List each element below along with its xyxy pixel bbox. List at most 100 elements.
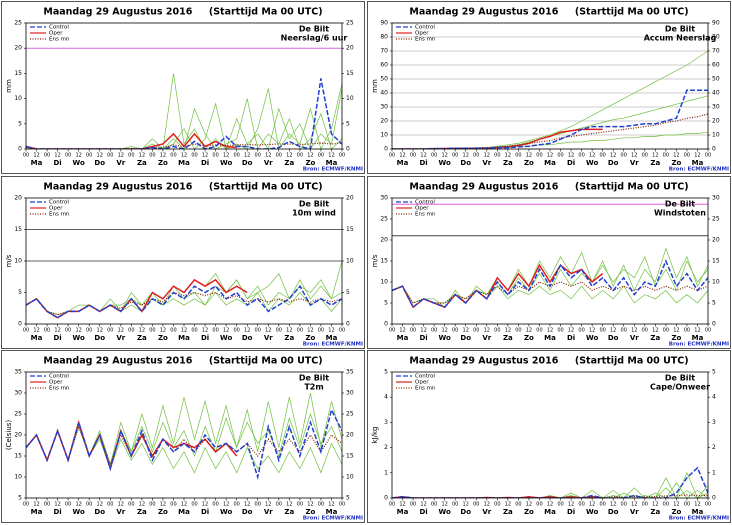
y2-tick-label: 30 [346,390,354,397]
series-line [26,424,342,467]
panel-title: Maandag 29 Augustus 2016 (Starttijd Ma 0… [409,182,688,193]
x-tick-label: 00 [621,328,627,334]
x-tick-label: 00 [44,328,50,334]
day-label: Do [608,508,619,516]
x-tick-label: 00 [578,153,584,159]
day-label: Zo [305,334,315,342]
x-tick-label: 00 [557,328,563,334]
day-label: Wo [220,334,232,342]
x-tick-label: 12 [694,502,700,508]
y2-tick-label: 90 [712,20,720,27]
day-label: Zo [671,159,681,167]
day-label: Ma [31,159,43,167]
day-label: Wo [439,159,451,167]
day-label: Zo [305,508,315,516]
day-label: Wo [73,159,85,167]
x-tick-label: 00 [705,328,711,334]
x-tick-label: 12 [441,328,447,334]
x-tick-label: 00 [515,328,521,334]
x-tick-label: 00 [107,153,113,159]
y2-tick-label: 15 [712,258,720,265]
x-tick-label: 00 [233,153,239,159]
x-tick-label: 00 [297,153,303,159]
source-label: Bron: ECMWF/KNMI [669,167,729,173]
x-tick-label: 12 [505,502,511,508]
day-label: Di [567,159,575,167]
x-tick-label: 12 [75,153,81,159]
day-label: Do [242,334,253,342]
day-label: Do [460,159,471,167]
y2-tick-label: 50 [712,76,720,83]
y2-tick-label: 5 [712,300,716,307]
x-tick-label: 00 [170,328,176,334]
x-tick-label: 00 [86,328,92,334]
lines [26,73,342,149]
x-tick-label: 12 [244,328,250,334]
x-tick-label: 00 [339,328,345,334]
x-tick-label: 12 [54,328,60,334]
day-label: Di [53,334,61,342]
y2-tick-label: 10 [712,279,720,286]
legend-label: Ens mn [49,212,70,218]
y-axis-label: m/s [5,254,13,267]
x-tick-label: 00 [107,328,113,334]
y2-tick-label: 25 [346,20,354,27]
x-tick-label: 12 [118,502,124,508]
y-tick-label: 60 [380,62,388,69]
x-tick-label: 12 [160,502,166,508]
x-tick-label: 00 [452,502,458,508]
y-tick-label: 2 [384,444,388,451]
x-tick-label: 12 [118,153,124,159]
x-tick-label: 00 [128,328,134,334]
y2-tick-label: 20 [346,45,354,52]
x-tick-label: 00 [410,502,416,508]
plot-frame [25,197,343,325]
x-tick-label: 12 [202,153,208,159]
x-tick-label: 00 [191,502,197,508]
day-label: Do [242,508,253,516]
x-tick-label: 00 [389,502,395,508]
x-tick-label: 00 [170,502,176,508]
x-tick-label: 12 [631,153,637,159]
panel-frame [1,176,365,349]
x-tick-label: 00 [128,153,134,159]
day-label: Za [650,159,660,167]
day-label: Zo [158,334,168,342]
day-label: Ma [692,159,704,167]
day-label: Ma [178,159,190,167]
day-label: Di [53,508,61,516]
y2-tick-label: 20 [712,237,720,244]
x-tick-label: 00 [297,328,303,334]
legend-label: Control [49,25,69,31]
day-label: Zo [524,334,534,342]
legend-label: Control [415,374,435,380]
panel: Maandag 29 Augustus 2016 (Starttijd Ma 0… [1,176,365,349]
source-label: Bron: ECMWF/KNMI [303,167,363,173]
x-tick-label: 00 [663,502,669,508]
panel-frame [367,176,731,349]
panel: Maandag 29 Augustus 2016 (Starttijd Ma 0… [1,1,365,174]
x-tick-label: 12 [441,502,447,508]
x-tick-label: 00 [515,502,521,508]
x-tick-label: 00 [149,153,155,159]
member-line [26,73,342,149]
x-tick-label: 12 [526,502,532,508]
x-tick-label: 12 [75,328,81,334]
y2-tick-label: 0 [712,146,716,153]
legend-label: Control [49,374,69,380]
day-label: Zo [524,508,534,516]
y-tick-label: 5 [384,369,388,376]
x-tick-label: 12 [223,153,229,159]
x-tick-label: 12 [568,153,574,159]
y2-tick-label: 20 [346,195,354,202]
day-label: Ma [692,334,704,342]
x-tick-label: 00 [494,502,500,508]
day-label: Do [460,334,471,342]
lines [26,260,342,319]
x-tick-label: 12 [328,153,334,159]
y2-tick-label: 25 [346,411,354,418]
x-tick-label: 00 [23,153,29,159]
x-tick-label: 00 [212,502,218,508]
legend-label: Ens mn [415,37,436,43]
location-label: De Bilt [299,25,329,34]
